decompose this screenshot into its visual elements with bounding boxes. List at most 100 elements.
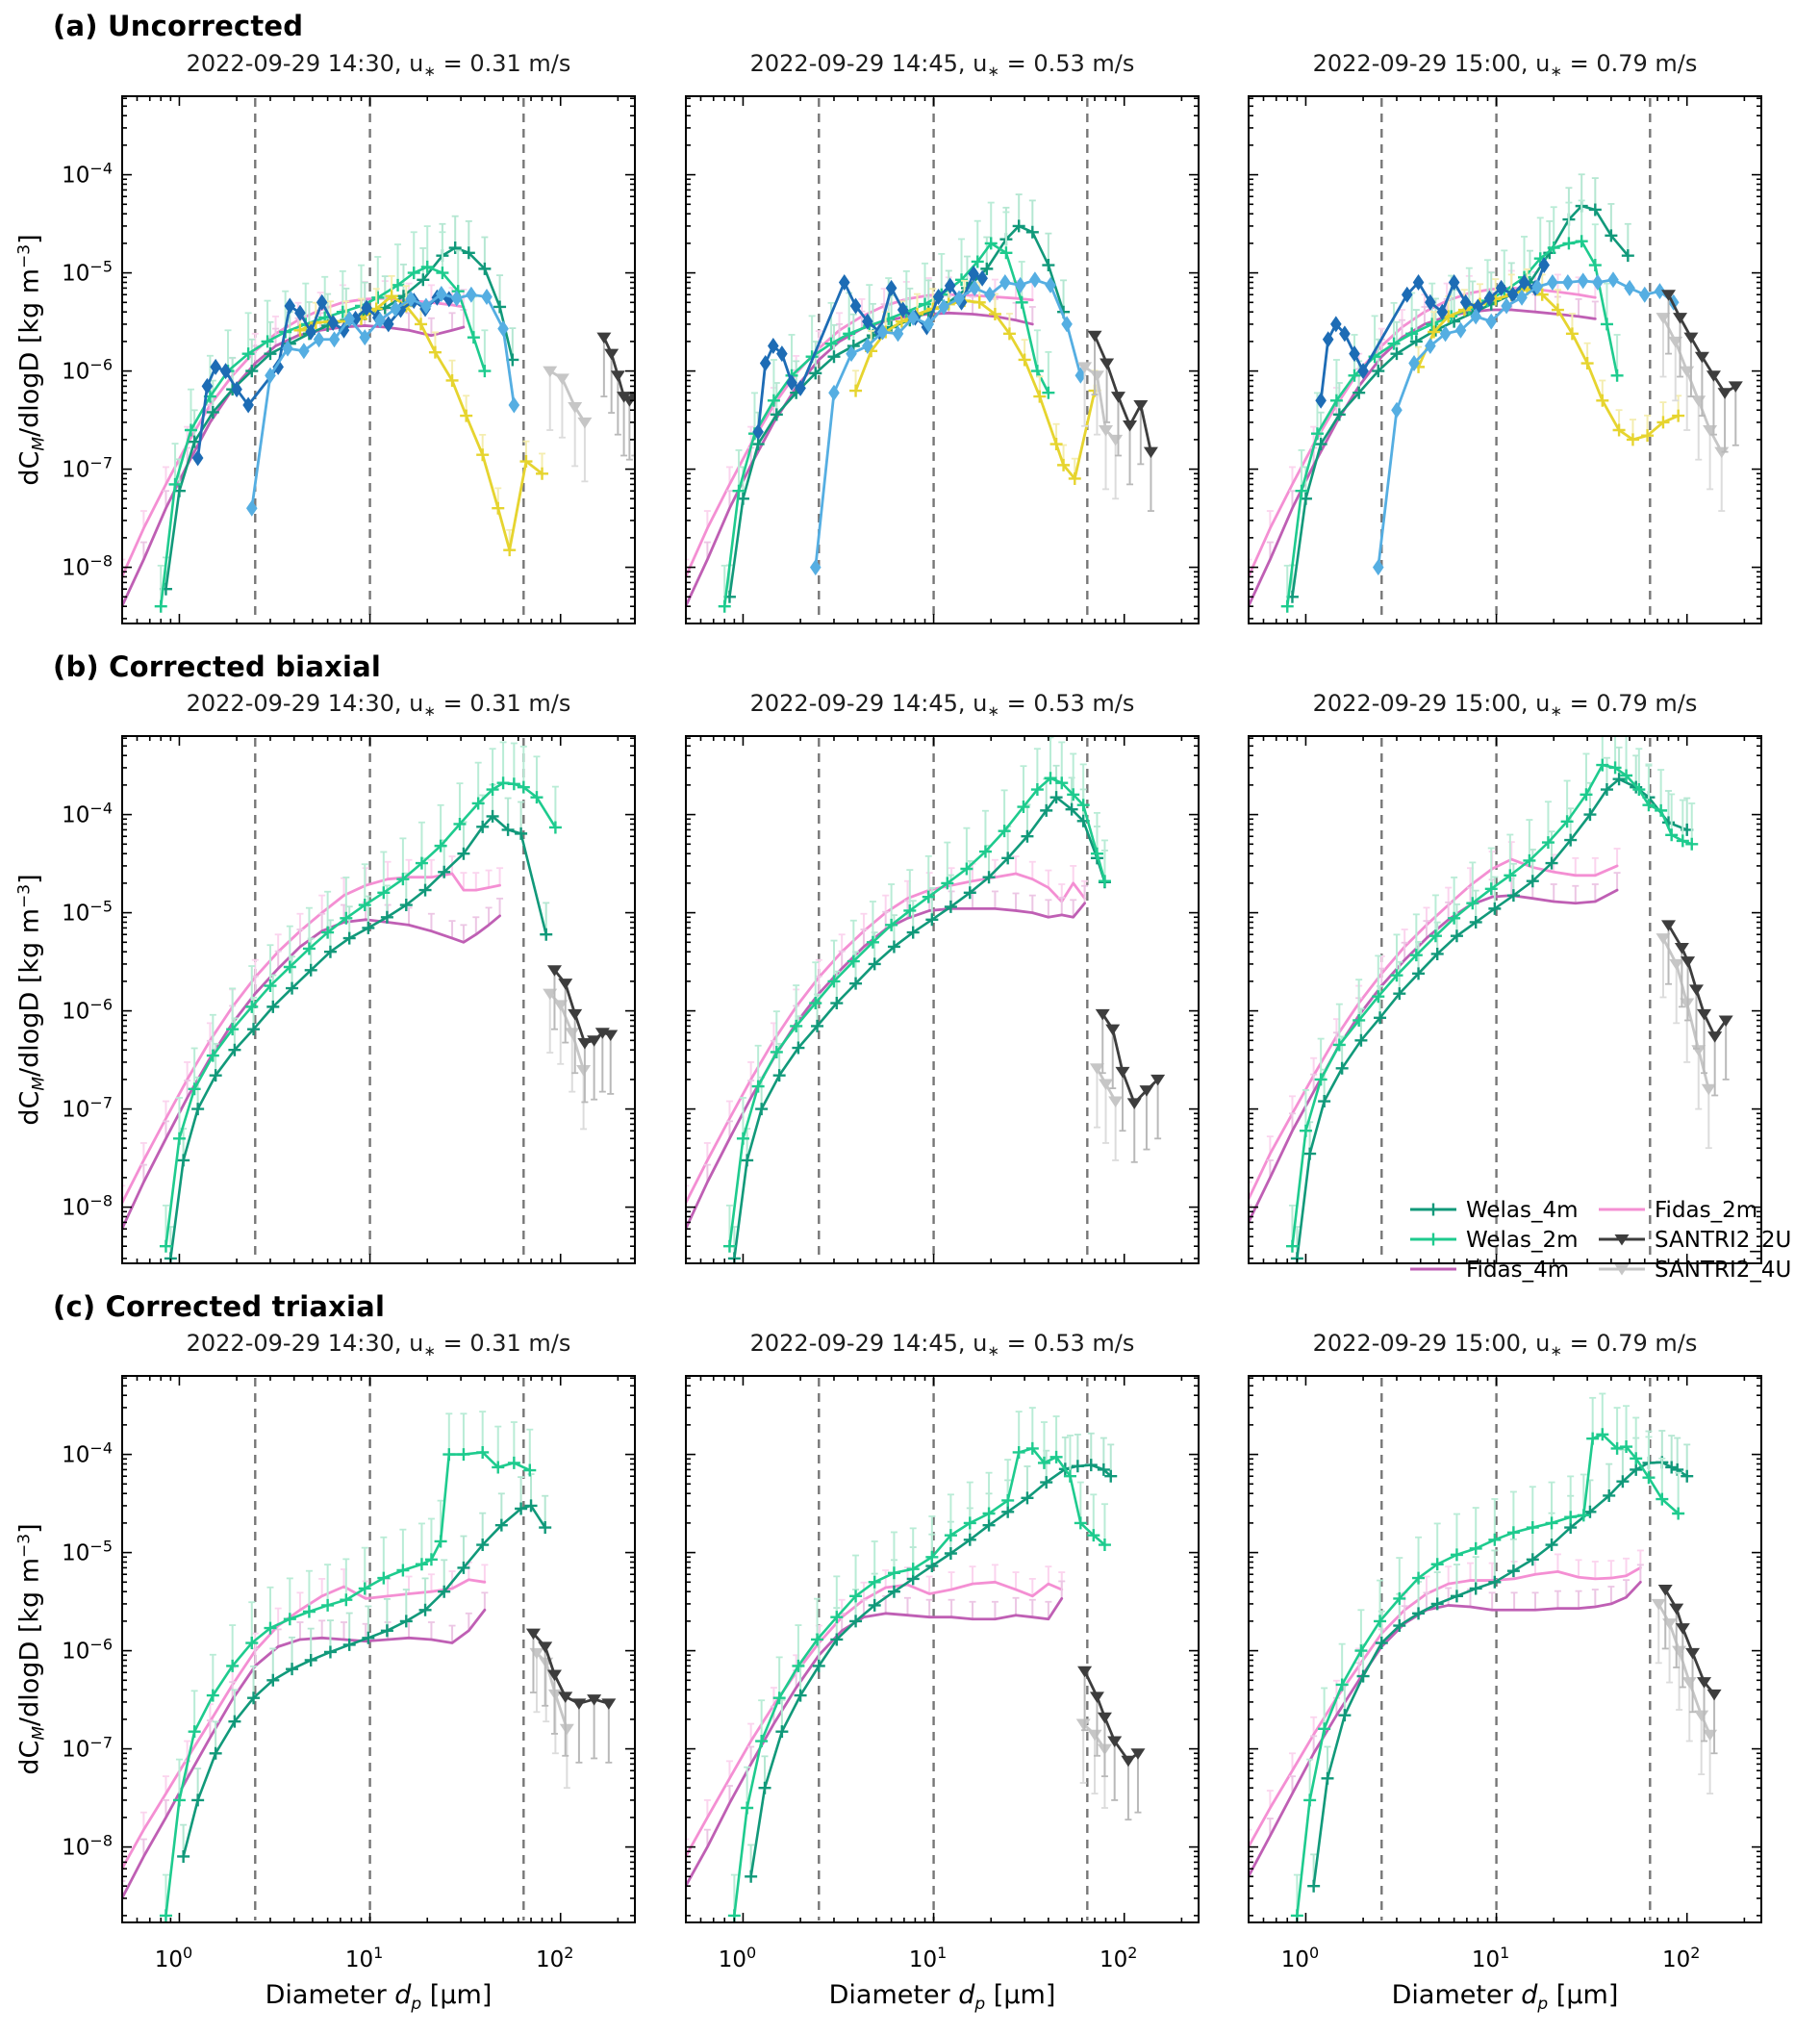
panel-title-a2: 2022-09-29 14:45, u∗ = 0.53 m/s <box>749 50 1135 80</box>
series-santri2_4u <box>1077 362 1124 500</box>
series-fidas_4m <box>1250 1564 1644 1878</box>
panel-b1: 10−4 10−5 10−6 10−7 10−8 <box>62 735 636 1264</box>
x-axis-label-2: Diameter dp [μm] <box>1391 1980 1619 2014</box>
x-axis-label-1: Diameter dp [μm] <box>828 1980 1056 2014</box>
legend-label-fidas_4m: Fidas_4m <box>1466 1258 1569 1283</box>
series-fidas_2m <box>687 1564 1066 1858</box>
legend-label-welas_2m: Welas_2m <box>1466 1228 1579 1253</box>
y-tick-label: 10−6 <box>62 1636 113 1665</box>
panel-a2 <box>685 95 1200 624</box>
legend-label-santri2_4u: SANTRI2_4U <box>1655 1258 1791 1283</box>
panel-c2: 100 101 102 <box>685 1375 1200 1972</box>
series-fidas_2m <box>123 280 468 578</box>
series-welas_2m <box>1285 737 1699 1253</box>
series-blue_dark <box>1315 257 1551 409</box>
legend-label-welas_4m: Welas_4m <box>1466 1198 1579 1223</box>
section-heading-a: (a) Uncorrected <box>53 10 304 42</box>
ticks-a1 <box>122 96 635 623</box>
series-welas_4m <box>159 215 519 596</box>
series-fidas_2m <box>123 1561 489 1870</box>
panel-title-a3: 2022-09-29 15:00, u∗ = 0.79 m/s <box>1312 50 1698 80</box>
series-welas_2m <box>1280 199 1624 613</box>
y-tick-label: 10−8 <box>62 1832 113 1861</box>
y-tick-label: 10−4 <box>62 1439 113 1468</box>
y-tick-label: 10−7 <box>62 1094 113 1123</box>
panel-title-a1: 2022-09-29 14:30, u∗ = 0.31 m/s <box>186 50 571 80</box>
y-tick-label: 10−7 <box>62 454 113 483</box>
section-heading-c: (c) Corrected triaxial <box>53 1290 386 1323</box>
series-fidas_4m <box>687 1580 1066 1887</box>
panel-title-b2: 2022-09-29 14:45, u∗ = 0.53 m/s <box>749 690 1135 720</box>
x-tick-label: 102 <box>1662 1944 1700 1972</box>
legend: Welas_4m Welas_2m Fidas_4m Fidas_2m SANTRI2_… <box>1410 1198 1791 1283</box>
series-santri2_2u <box>1095 1008 1166 1163</box>
x-tick-label: 102 <box>536 1944 573 1972</box>
series-fidas_2m <box>1250 269 1599 578</box>
y-axis-label-a: dCM/dlogD [kg m−3] <box>14 234 49 486</box>
series-santri2_2u <box>596 332 634 461</box>
panel-a1: 10−4 10−5 10−6 10−7 10−8 <box>62 95 636 624</box>
series-welas_2m <box>1290 1392 1685 1921</box>
series-welas_2m <box>154 225 492 613</box>
panel-b3 <box>1248 735 1762 1264</box>
ticks-b3 <box>1249 736 1761 1263</box>
series-fidas_4m <box>687 884 1089 1230</box>
y-tick-label: 10−4 <box>62 800 113 828</box>
y-tick-label: 10−6 <box>62 356 113 385</box>
series-santri2_2u <box>1087 330 1158 512</box>
y-tick-label: 10−5 <box>62 1538 113 1566</box>
ticks-c2 <box>686 1376 1199 1922</box>
panel-c1: 10−4 10−5 10−6 10−7 10−8 100 101 102 <box>62 1375 636 1972</box>
series-welas_4m <box>164 783 553 1262</box>
x-axis-label-0: Diameter dp [μm] <box>265 1980 493 2014</box>
series-santri2_4u <box>1656 313 1730 512</box>
series-welas_4m <box>177 1473 552 1863</box>
x-tick-label: 100 <box>155 1944 192 1972</box>
y-tick-label: 10−8 <box>62 1192 113 1221</box>
series-welas_4m <box>745 1432 1118 1883</box>
y-tick-label: 10−6 <box>62 996 113 1025</box>
x-tick-label: 101 <box>1472 1944 1509 1972</box>
series-santri2_4u <box>543 988 592 1131</box>
y-tick-label: 10−4 <box>62 160 113 189</box>
x-tick-label: 100 <box>1281 1944 1319 1972</box>
series-blue_light <box>245 285 520 517</box>
ticks-b1 <box>122 736 635 1263</box>
series-santri2_2u <box>1077 1666 1146 1821</box>
legend-label-santri2_2u: SANTRI2_2U <box>1655 1228 1791 1253</box>
series-welas_2m <box>727 1407 1111 1921</box>
ticks-b2 <box>686 736 1199 1263</box>
series-blue_light <box>809 271 1087 576</box>
y-tick-label: 10−5 <box>62 258 113 287</box>
panel-title-b3: 2022-09-29 15:00, u∗ = 0.79 m/s <box>1312 690 1698 720</box>
y-tick-label: 10−5 <box>62 898 113 927</box>
panel-title-c3: 2022-09-29 15:00, u∗ = 0.79 m/s <box>1312 1330 1698 1360</box>
y-tick-label: 10−8 <box>62 552 113 581</box>
panel-a3 <box>1248 95 1762 624</box>
y-tick-label: 10−7 <box>62 1734 113 1763</box>
series-santri2_2u <box>1661 290 1743 453</box>
panel-b2 <box>685 735 1200 1264</box>
y-axis-label-c: dCM/dlogD [kg m−3] <box>14 1523 49 1775</box>
ticks-a3 <box>1249 96 1761 623</box>
legend-label-fidas_2m: Fidas_2m <box>1655 1198 1757 1223</box>
series-welas_4m <box>727 764 1111 1262</box>
x-tick-label: 102 <box>1100 1944 1137 1972</box>
x-tick-label: 100 <box>719 1944 756 1972</box>
series-yellow <box>293 275 549 557</box>
series-yellow <box>849 279 1101 485</box>
series-santri2_4u <box>529 1647 574 1790</box>
x-tick-label: 101 <box>909 1944 947 1972</box>
ticks-c3 <box>1249 1376 1761 1922</box>
series-welas_2m <box>718 201 1055 613</box>
series-welas_4m <box>1307 1430 1694 1893</box>
series-welas_2m <box>722 737 1111 1253</box>
series-welas_2m <box>159 1411 537 1921</box>
series-fidas_2m <box>687 276 1036 578</box>
series-santri2_4u <box>1089 1063 1124 1161</box>
series-welas_4m <box>1290 746 1694 1262</box>
series-santri2_2u <box>525 1628 617 1764</box>
y-axis-label-b: dCM/dlogD [kg m−3] <box>14 874 49 1126</box>
